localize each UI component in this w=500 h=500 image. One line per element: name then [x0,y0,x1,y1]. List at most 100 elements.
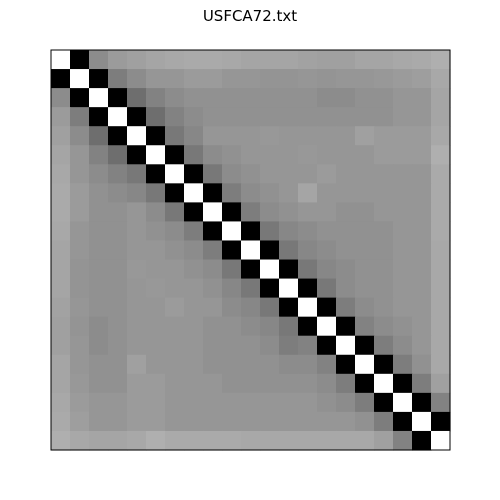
heatmap-cell [146,336,166,356]
heatmap-cell [374,50,394,70]
heatmap-cell [336,240,356,260]
heatmap-cell [412,240,432,260]
heatmap-cell [108,240,128,260]
heatmap-cell [336,336,356,356]
heatmap-cell [260,88,280,108]
heatmap-cell [184,202,204,222]
heatmap-cell [108,183,128,203]
heatmap-cell [260,50,280,70]
heatmap-cell [355,221,375,241]
heatmap-cell [412,355,432,375]
heatmap-cell [222,260,242,280]
heatmap-cell [279,240,299,260]
heatmap-cell [393,260,413,280]
heatmap-cell [165,393,185,413]
heatmap-cell [184,126,204,146]
heatmap-cell [431,279,451,299]
heatmap-cell [203,50,223,70]
heatmap-cell [203,164,223,184]
heatmap-cell [89,107,109,127]
heatmap-cell [51,298,71,318]
heatmap-cell [412,336,432,356]
heatmap-cell [184,393,204,413]
heatmap-cell [51,164,71,184]
heatmap-cell [374,69,394,89]
heatmap-cell [203,183,223,203]
heatmap-cell [317,374,337,394]
heatmap-cell [279,69,299,89]
heatmap-cell [222,107,242,127]
heatmap-cell [146,355,166,375]
heatmap-cell [184,50,204,70]
heatmap-cell [317,260,337,280]
heatmap-cell [146,393,166,413]
heatmap-cell [355,412,375,432]
heatmap-cell [374,374,394,394]
heatmap-cell [108,221,128,241]
heatmap-cell [317,279,337,299]
heatmap-cell [298,355,318,375]
heatmap-cell [108,298,128,318]
heatmap-cell [70,221,90,241]
heatmap-cell [279,145,299,165]
heatmap-cell [355,126,375,146]
heatmap-cell [298,317,318,337]
heatmap-cell [260,412,280,432]
heatmap-cell [355,431,375,451]
heatmap-cell [317,336,337,356]
heatmap-cell [165,50,185,70]
heatmap-cell [241,221,261,241]
heatmap-cell [146,240,166,260]
heatmap-cell [393,240,413,260]
heatmap-cell [355,355,375,375]
heatmap-cell [146,69,166,89]
heatmap-cell [165,221,185,241]
heatmap-cell [203,412,223,432]
heatmap-cell [393,393,413,413]
heatmap-cell [241,50,261,70]
heatmap-cell [184,279,204,299]
heatmap-cell [260,336,280,356]
heatmap-cell [355,69,375,89]
heatmap-cell [108,393,128,413]
heatmap-cell [108,202,128,222]
heatmap-cell [51,336,71,356]
heatmap-cell [279,164,299,184]
heatmap-cell [203,221,223,241]
heatmap-cell [146,145,166,165]
heatmap-cell [203,240,223,260]
heatmap-cell [336,164,356,184]
heatmap-cell [222,317,242,337]
heatmap-cell [412,183,432,203]
heatmap-cell [412,393,432,413]
heatmap-cell [203,107,223,127]
heatmap-cell [336,50,356,70]
heatmap-cell [108,145,128,165]
heatmap-cell [146,107,166,127]
heatmap-cell [393,412,413,432]
heatmap-cell [298,374,318,394]
heatmap-cell [412,107,432,127]
heatmap-cell [165,355,185,375]
heatmap-cell [127,50,147,70]
heatmap-cell [336,374,356,394]
heatmap-cell [222,202,242,222]
heatmap-cell [184,221,204,241]
heatmap-cell [431,412,451,432]
heatmap-cell [108,279,128,299]
heatmap-cell [127,88,147,108]
heatmap-cell [431,221,451,241]
heatmap-cell [317,183,337,203]
heatmap-cell [127,374,147,394]
heatmap-cell [412,317,432,337]
heatmap-cell [89,145,109,165]
heatmap-cell [127,145,147,165]
heatmap-cell [260,126,280,146]
heatmap-cell [393,69,413,89]
heatmap-cell [70,88,90,108]
heatmap-cell [279,279,299,299]
heatmap-cell [146,164,166,184]
heatmap-cell [374,183,394,203]
heatmap-cell [260,202,280,222]
